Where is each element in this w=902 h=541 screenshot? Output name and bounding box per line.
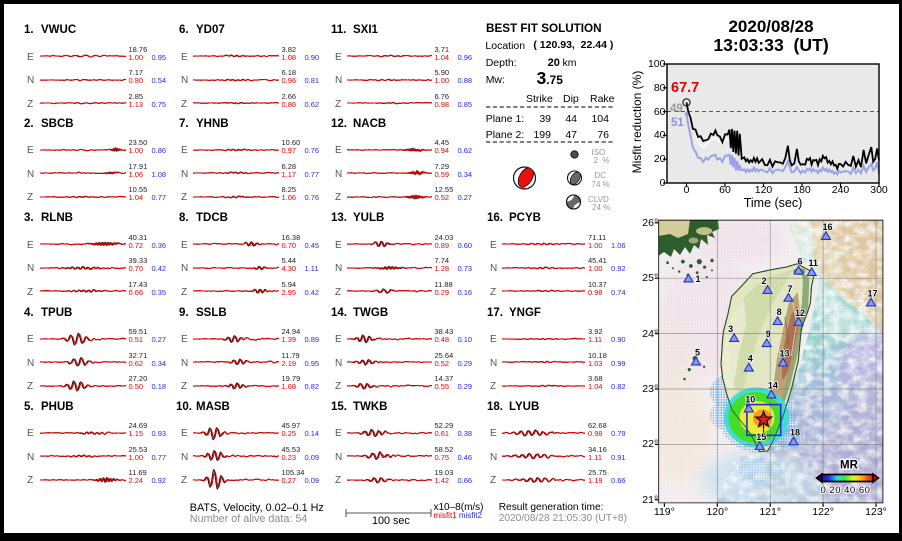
svg-text:13: 13 (779, 349, 789, 359)
svg-text:8: 8 (777, 307, 782, 317)
svg-text:9: 9 (766, 329, 771, 339)
svg-text:15: 15 (756, 432, 766, 442)
svg-text:4: 4 (748, 354, 753, 364)
svg-text:14: 14 (768, 381, 778, 391)
svg-text:5: 5 (695, 348, 700, 358)
svg-text:3: 3 (728, 324, 733, 334)
svg-text:7: 7 (787, 284, 792, 294)
svg-text:17: 17 (867, 289, 877, 299)
svg-text:2: 2 (761, 276, 766, 286)
svg-text:16: 16 (822, 222, 832, 232)
svg-text:0 20 40 60: 0 20 40 60 (821, 485, 871, 496)
svg-text:18: 18 (790, 427, 800, 437)
svg-text:11: 11 (808, 258, 818, 268)
svg-text:10: 10 (745, 395, 755, 405)
svg-text:12: 12 (795, 308, 805, 318)
svg-text:1: 1 (696, 274, 701, 284)
svg-text:6: 6 (797, 257, 802, 267)
svg-text:MR: MR (840, 460, 859, 472)
